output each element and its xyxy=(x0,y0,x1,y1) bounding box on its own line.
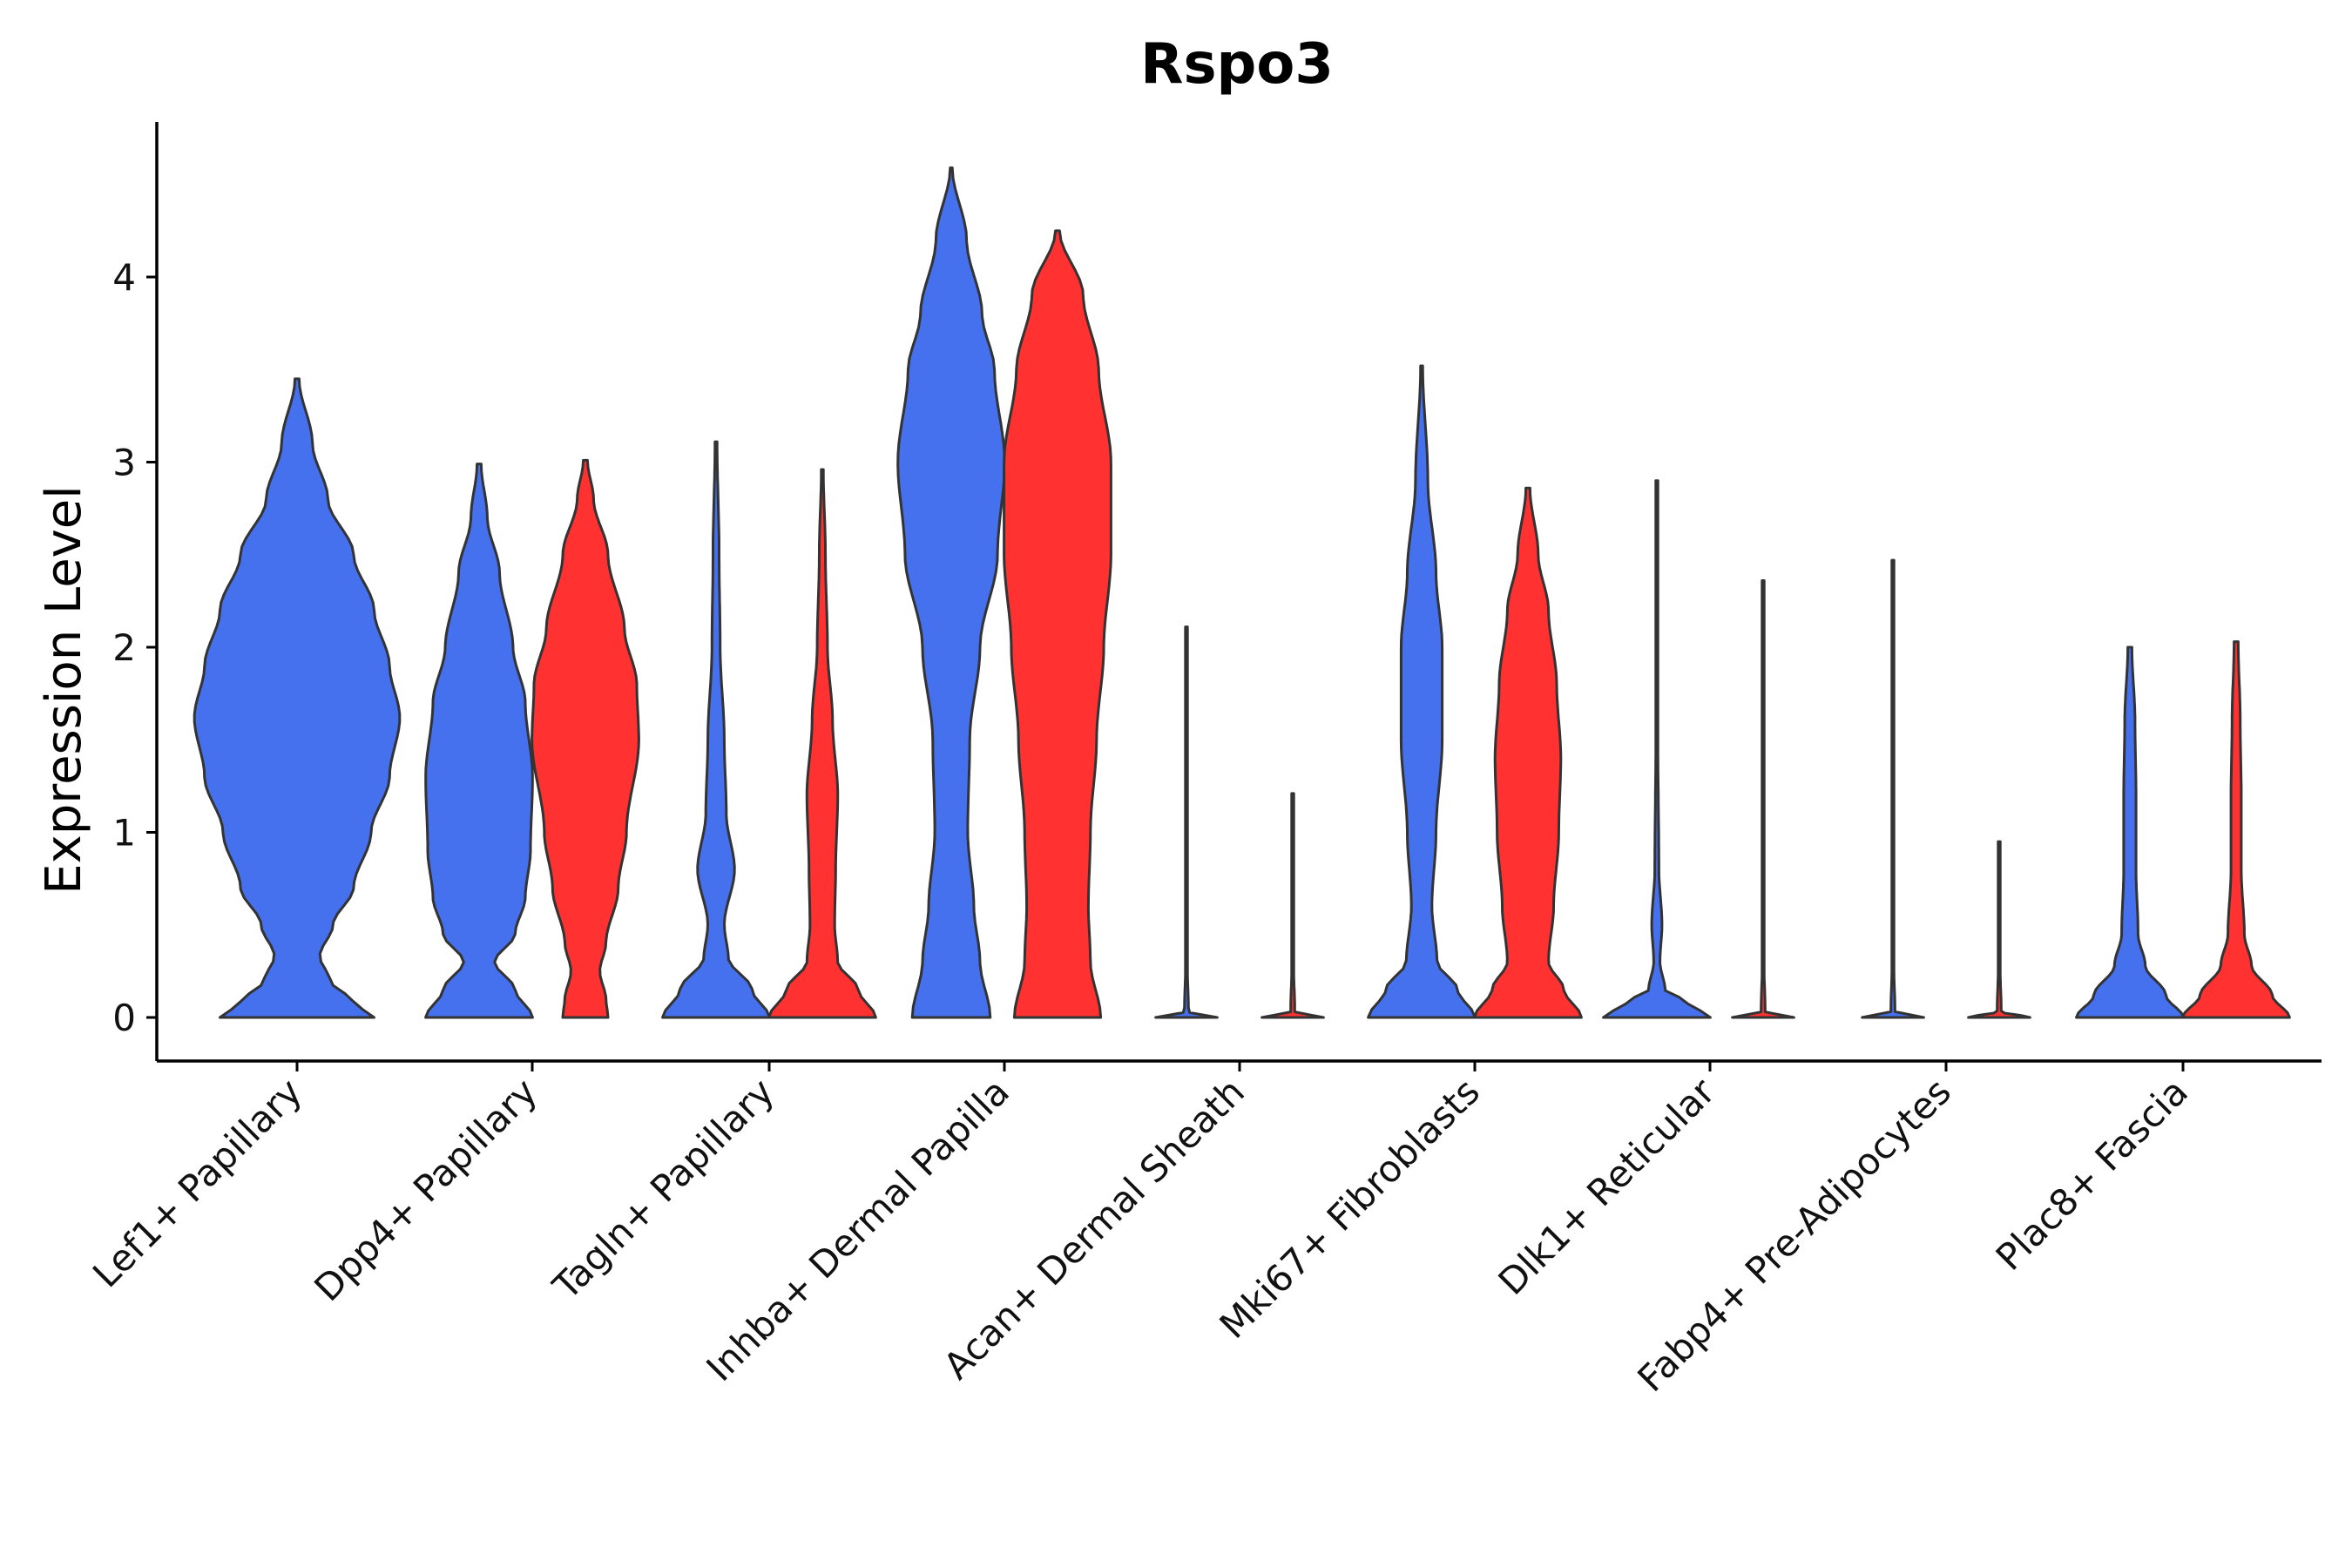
x-tick-label: Lef1+ Papillary xyxy=(84,1070,310,1295)
y-tick-label: 1 xyxy=(112,812,136,855)
violin-2-group1 xyxy=(424,463,534,1019)
violin-7-group1 xyxy=(1602,479,1712,1019)
violin-4-group2 xyxy=(1003,229,1112,1019)
x-tick-label: Dlk1+ Reticular xyxy=(1490,1070,1724,1303)
y-tick-label: 3 xyxy=(112,442,136,484)
violin-8-group1 xyxy=(1861,558,1925,1019)
violin-8-group2 xyxy=(1967,840,2031,1019)
x-tick-label: Mki67+ Fibroblasts xyxy=(1212,1070,1488,1346)
y-axis: 0 1 2 3 4 xyxy=(112,122,159,1061)
y-tick-label: 2 xyxy=(112,626,136,669)
violin-3-group2 xyxy=(767,468,877,1019)
violin-5-group2 xyxy=(1260,792,1325,1019)
violin-6-group1 xyxy=(1367,364,1477,1019)
violin-4-group1 xyxy=(896,166,1006,1019)
violin-7-group2 xyxy=(1731,579,1795,1019)
x-tick-label: Plac8+ Fascia xyxy=(1988,1070,2196,1278)
x-tick-label: Dpp4+ Papillary xyxy=(306,1070,545,1309)
violin-layer xyxy=(193,166,2291,1019)
violin-9-group1 xyxy=(2075,645,2185,1019)
violin-9-group2 xyxy=(2181,640,2291,1019)
violin-3-group1 xyxy=(661,440,771,1019)
violin-1-group1 xyxy=(193,377,402,1019)
violin-6-group2 xyxy=(1473,486,1583,1019)
violin-2-group2 xyxy=(531,458,640,1019)
y-axis-label: Expression Level xyxy=(36,485,92,895)
y-tick-label: 0 xyxy=(112,997,136,1039)
violin-5-group1 xyxy=(1154,625,1219,1019)
x-tick-label: Tagln+ Papillary xyxy=(544,1070,782,1308)
y-tick-label: 4 xyxy=(112,256,136,299)
chart-title: Rspo3 xyxy=(1140,32,1334,97)
